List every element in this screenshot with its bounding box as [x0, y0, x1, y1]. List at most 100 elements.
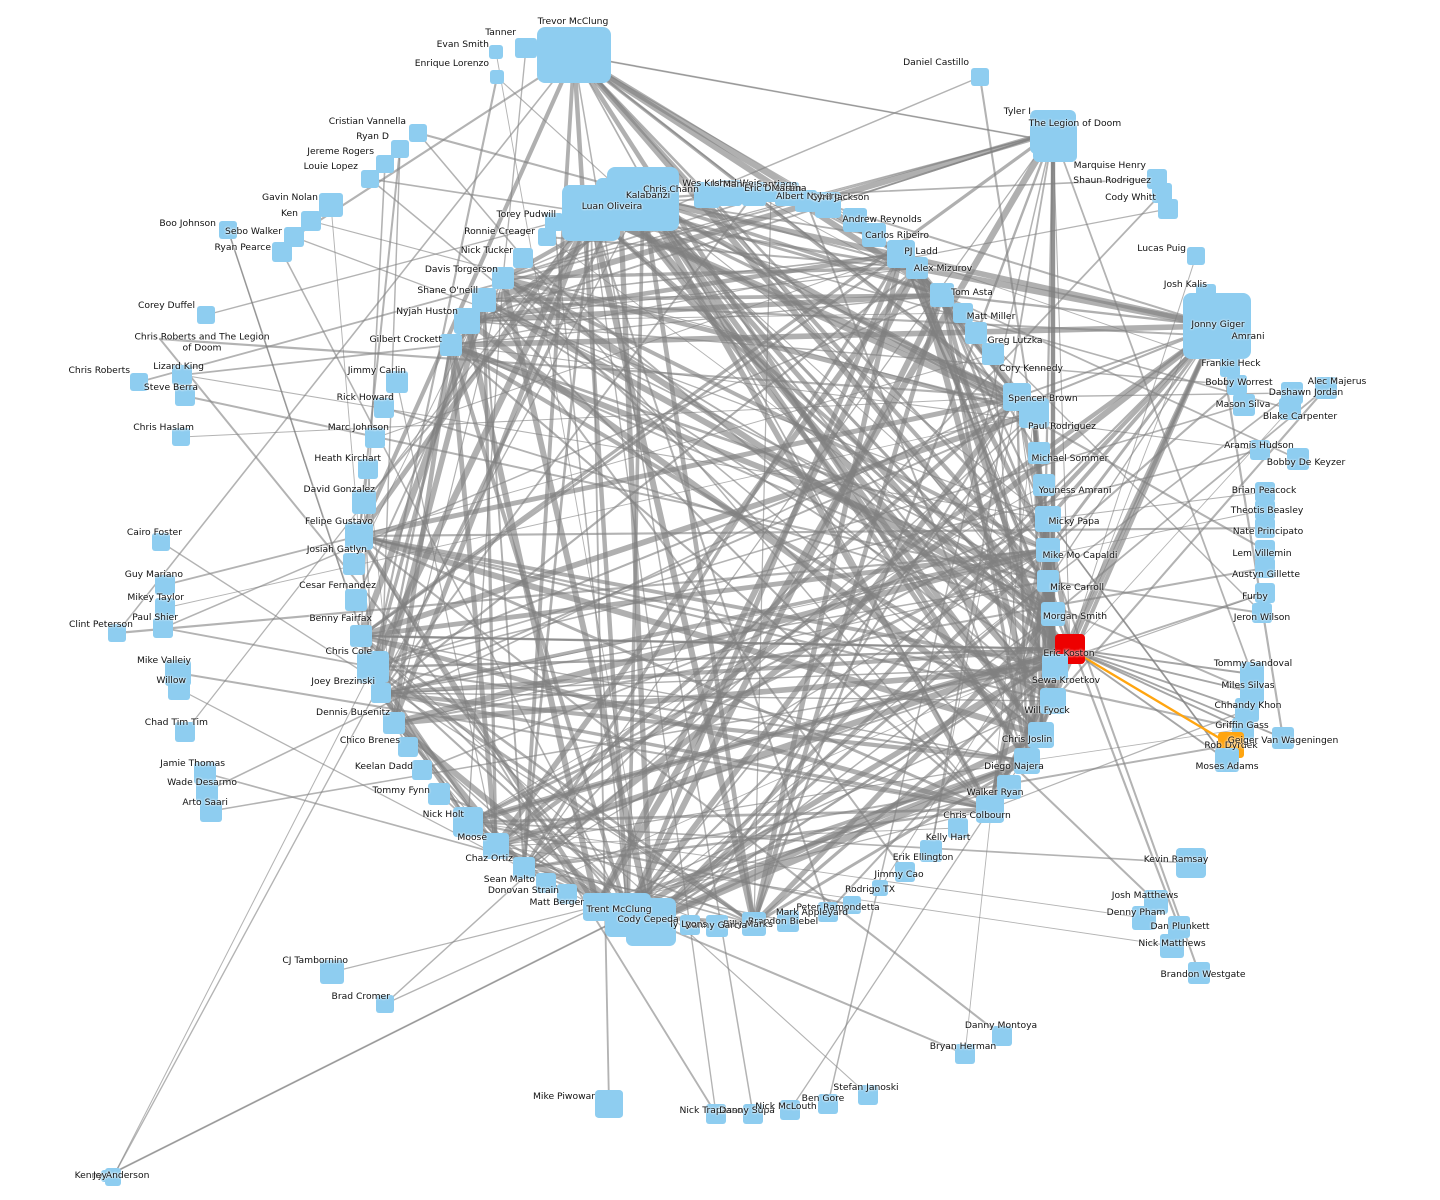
graph-node[interactable] — [386, 371, 408, 393]
graph-node[interactable] — [777, 910, 799, 932]
graph-node[interactable] — [706, 915, 728, 937]
graph-node[interactable] — [971, 68, 989, 86]
graph-node[interactable] — [1035, 506, 1061, 532]
graph-node[interactable] — [513, 248, 533, 268]
graph-node[interactable] — [605, 893, 651, 937]
graph-node[interactable] — [1255, 540, 1275, 560]
graph-node[interactable] — [130, 373, 148, 391]
graph-node[interactable] — [374, 398, 394, 418]
graph-node[interactable] — [358, 459, 378, 479]
graph-node[interactable] — [412, 760, 432, 780]
graph-node[interactable] — [1158, 199, 1178, 219]
graph-node[interactable] — [1132, 906, 1156, 930]
graph-node[interactable] — [219, 221, 237, 239]
graph-node[interactable] — [1041, 602, 1065, 626]
graph-node[interactable] — [350, 625, 372, 647]
graph-node[interactable] — [1188, 962, 1210, 984]
graph-node[interactable] — [172, 428, 190, 446]
graph-node[interactable] — [1028, 442, 1050, 464]
graph-node[interactable] — [1187, 247, 1205, 265]
graph-node[interactable] — [343, 553, 365, 575]
graph-node[interactable] — [795, 190, 817, 212]
graph-node[interactable] — [1233, 330, 1247, 344]
graph-node[interactable] — [272, 242, 292, 262]
graph-node[interactable] — [175, 386, 195, 406]
graph-node[interactable] — [155, 598, 175, 618]
graph-node[interactable] — [1215, 748, 1239, 772]
graph-node[interactable] — [197, 306, 215, 324]
graph-node[interactable] — [175, 722, 195, 742]
graph-node[interactable] — [513, 857, 535, 879]
graph-node[interactable] — [490, 70, 504, 84]
graph-node[interactable] — [694, 182, 720, 208]
graph-node[interactable] — [1176, 848, 1206, 878]
graph-node[interactable] — [818, 1094, 838, 1114]
graph-node[interactable] — [1168, 916, 1190, 938]
graph-node[interactable] — [1160, 934, 1184, 958]
graph-node[interactable] — [1250, 440, 1270, 460]
graph-node[interactable] — [1033, 122, 1077, 162]
graph-node[interactable] — [319, 193, 343, 217]
graph-node[interactable] — [194, 762, 216, 784]
graph-node[interactable] — [108, 624, 126, 642]
graph-node[interactable] — [1227, 375, 1247, 395]
graph-node[interactable] — [706, 1104, 726, 1124]
graph-node[interactable] — [492, 267, 514, 289]
graph-node[interactable] — [982, 343, 1004, 365]
graph-node[interactable] — [1272, 727, 1294, 749]
graph-node[interactable] — [742, 182, 766, 206]
graph-node[interactable] — [515, 38, 537, 58]
graph-node[interactable] — [743, 1104, 763, 1124]
graph-node[interactable] — [352, 490, 376, 514]
graph-node[interactable] — [196, 780, 218, 802]
graph-node[interactable] — [1252, 603, 1272, 623]
graph-node[interactable] — [440, 334, 462, 356]
graph-node[interactable] — [453, 807, 483, 837]
graph-node[interactable] — [595, 1090, 623, 1118]
graph-node[interactable] — [483, 833, 509, 859]
graph-node[interactable] — [1255, 482, 1275, 502]
graph-node[interactable] — [862, 223, 886, 247]
graph-node[interactable] — [172, 365, 192, 385]
graph-node[interactable] — [320, 960, 344, 984]
graph-node[interactable] — [1033, 474, 1055, 496]
graph-node[interactable] — [742, 912, 766, 936]
graph-node[interactable] — [454, 308, 480, 334]
graph-node[interactable] — [376, 995, 394, 1013]
graph-node[interactable] — [1255, 583, 1275, 603]
graph-node[interactable] — [583, 893, 611, 921]
graph-node[interactable] — [345, 522, 373, 550]
graph-node[interactable] — [1036, 538, 1060, 562]
graph-node[interactable] — [376, 155, 394, 173]
graph-node[interactable] — [596, 178, 644, 228]
graph-node[interactable] — [895, 862, 915, 882]
graph-node[interactable] — [538, 228, 556, 246]
graph-node[interactable] — [153, 618, 173, 638]
graph-node[interactable] — [383, 712, 405, 734]
graph-node[interactable] — [953, 303, 973, 323]
graph-node[interactable] — [537, 27, 611, 83]
graph-node[interactable] — [301, 211, 321, 231]
graph-node[interactable] — [976, 795, 1004, 823]
graph-node[interactable] — [818, 902, 838, 922]
graph-node[interactable] — [536, 873, 556, 893]
graph-node[interactable] — [152, 533, 170, 551]
graph-node[interactable] — [843, 896, 861, 914]
graph-node[interactable] — [1019, 398, 1049, 428]
graph-node[interactable] — [1040, 688, 1066, 714]
graph-node[interactable] — [1014, 748, 1040, 774]
graph-node[interactable] — [557, 884, 577, 904]
graph-node[interactable] — [391, 140, 409, 158]
graph-node[interactable] — [955, 1044, 975, 1064]
graph-node[interactable] — [716, 180, 742, 206]
graph-node[interactable] — [200, 800, 222, 822]
graph-node[interactable] — [489, 45, 503, 59]
graph-node[interactable] — [965, 322, 987, 344]
graph-node[interactable] — [361, 170, 379, 188]
graph-node[interactable] — [906, 257, 928, 279]
graph-node[interactable] — [1152, 183, 1172, 203]
graph-node[interactable] — [948, 818, 968, 838]
graph-node[interactable] — [1255, 518, 1275, 538]
graph-node[interactable] — [409, 124, 427, 142]
